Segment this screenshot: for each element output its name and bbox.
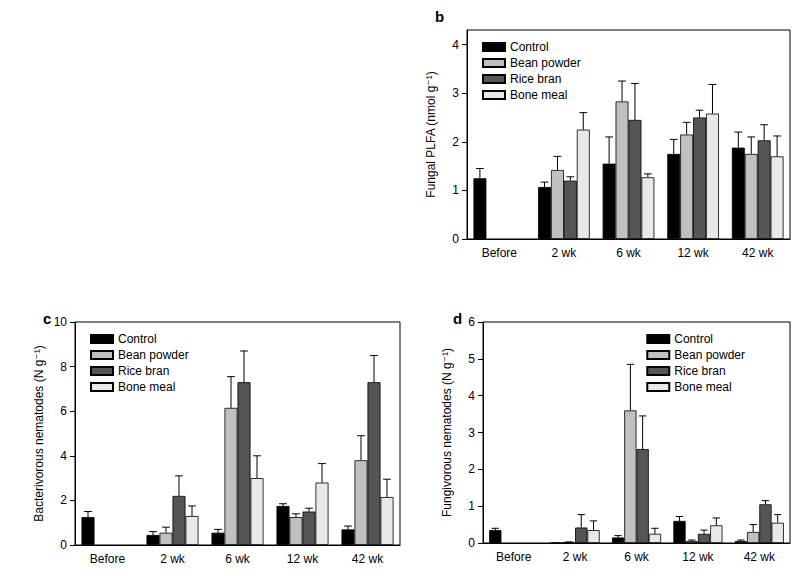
svg-text:Control: Control [118, 332, 157, 346]
svg-text:12 wk: 12 wk [677, 246, 709, 260]
svg-text:Fungal PLFA (nmol g⁻¹): Fungal PLFA (nmol g⁻¹) [424, 71, 438, 197]
svg-text:4: 4 [452, 38, 459, 52]
svg-text:6 wk: 6 wk [624, 550, 650, 564]
svg-text:42 wk: 42 wk [352, 552, 384, 566]
svg-text:Bean powder: Bean powder [510, 56, 581, 70]
svg-text:0: 0 [60, 538, 67, 552]
svg-text:6: 6 [60, 404, 67, 418]
svg-text:6 wk: 6 wk [225, 552, 251, 566]
svg-text:42 wk: 42 wk [744, 550, 776, 564]
svg-text:Before: Before [496, 550, 532, 564]
svg-text:Bone meal: Bone meal [674, 380, 731, 394]
svg-text:12 wk: 12 wk [287, 552, 319, 566]
svg-text:3: 3 [468, 426, 475, 440]
svg-text:42 wk: 42 wk [742, 246, 774, 260]
svg-text:1: 1 [468, 499, 475, 513]
svg-text:Before: Before [482, 246, 518, 260]
svg-text:0: 0 [452, 232, 459, 246]
svg-text:12 wk: 12 wk [682, 550, 714, 564]
svg-text:4: 4 [468, 389, 475, 403]
svg-text:8: 8 [60, 360, 67, 374]
svg-text:1: 1 [452, 183, 459, 197]
svg-text:Bone meal: Bone meal [510, 88, 567, 102]
svg-text:2 wk: 2 wk [552, 246, 578, 260]
svg-text:10: 10 [54, 315, 68, 329]
svg-text:c: c [43, 310, 51, 327]
svg-text:Control: Control [510, 40, 549, 54]
svg-text:2: 2 [452, 135, 459, 149]
svg-text:2: 2 [60, 493, 67, 507]
svg-text:5: 5 [468, 352, 475, 366]
svg-text:d: d [453, 310, 462, 327]
svg-text:Bean powder: Bean powder [674, 348, 745, 362]
svg-text:b: b [435, 8, 444, 25]
svg-text:4: 4 [60, 449, 67, 463]
svg-text:Rice bran: Rice bran [118, 364, 169, 378]
svg-text:Bone meal: Bone meal [118, 380, 175, 394]
svg-text:Rice bran: Rice bran [510, 72, 561, 86]
svg-text:Fungivorous nematodes (N g⁻¹): Fungivorous nematodes (N g⁻¹) [440, 348, 454, 517]
svg-text:Bean powder: Bean powder [118, 348, 189, 362]
svg-text:Rice bran: Rice bran [674, 364, 725, 378]
svg-text:Before: Before [90, 552, 126, 566]
svg-text:0: 0 [468, 536, 475, 550]
svg-text:3: 3 [452, 86, 459, 100]
svg-text:2 wk: 2 wk [563, 550, 589, 564]
svg-text:2: 2 [468, 462, 475, 476]
svg-text:2 wk: 2 wk [160, 552, 186, 566]
svg-text:Bacterivorous nematodes (N g⁻¹: Bacterivorous nematodes (N g⁻¹) [32, 345, 46, 521]
svg-text:6 wk: 6 wk [616, 246, 642, 260]
svg-text:Control: Control [674, 332, 713, 346]
svg-text:6: 6 [468, 315, 475, 329]
